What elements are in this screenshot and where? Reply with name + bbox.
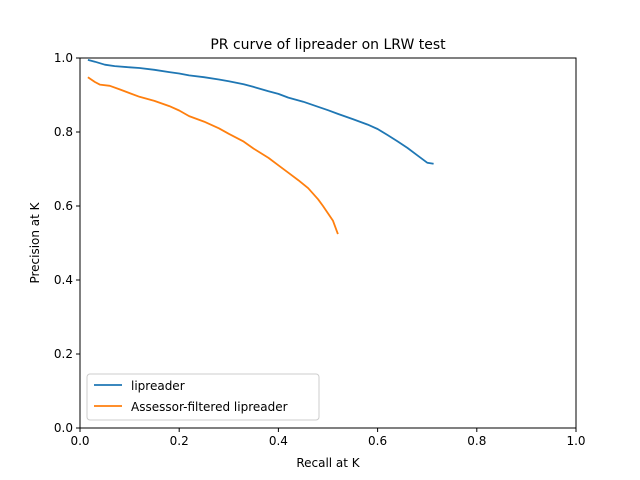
series-line-0: [87, 59, 434, 165]
y-tick-label: 0.0: [54, 421, 73, 435]
plot-area: 0.0 0.2 0.4 0.6 0.8 1.0 0.0 0.2 0.4 0.6 0.8 1.0: [54, 51, 586, 448]
y-tick-label: 1.0: [54, 51, 73, 65]
x-axis-label: Recall at K: [296, 456, 360, 470]
chart-title: PR curve of lipreader on LRW test: [210, 37, 446, 53]
series-line-1: [87, 76, 339, 235]
x-tick-label: 0.2: [170, 434, 189, 448]
x-tick-label: 1.0: [566, 434, 585, 448]
y-tick-label: 0.6: [54, 199, 73, 213]
y-tick-label: 0.8: [54, 125, 73, 139]
legend-box: [86, 373, 320, 421]
legend-label-lipreader: lipreader: [131, 379, 185, 393]
x-tick-label: 0.8: [467, 434, 486, 448]
legend-label-assessor-filtered: Assessor-filtered lipreader: [131, 400, 288, 414]
x-tick-label: 0.0: [70, 434, 89, 448]
axes-frame: [79, 57, 577, 429]
legend: lipreader Assessor-filtered lipreader: [86, 373, 320, 421]
x-tick-label: 0.4: [269, 434, 288, 448]
y-tick-label: 0.4: [54, 273, 73, 287]
x-tick-label: 0.6: [368, 434, 387, 448]
y-axis-label: Precision at K: [28, 201, 42, 283]
y-tick-label: 0.2: [54, 347, 73, 361]
